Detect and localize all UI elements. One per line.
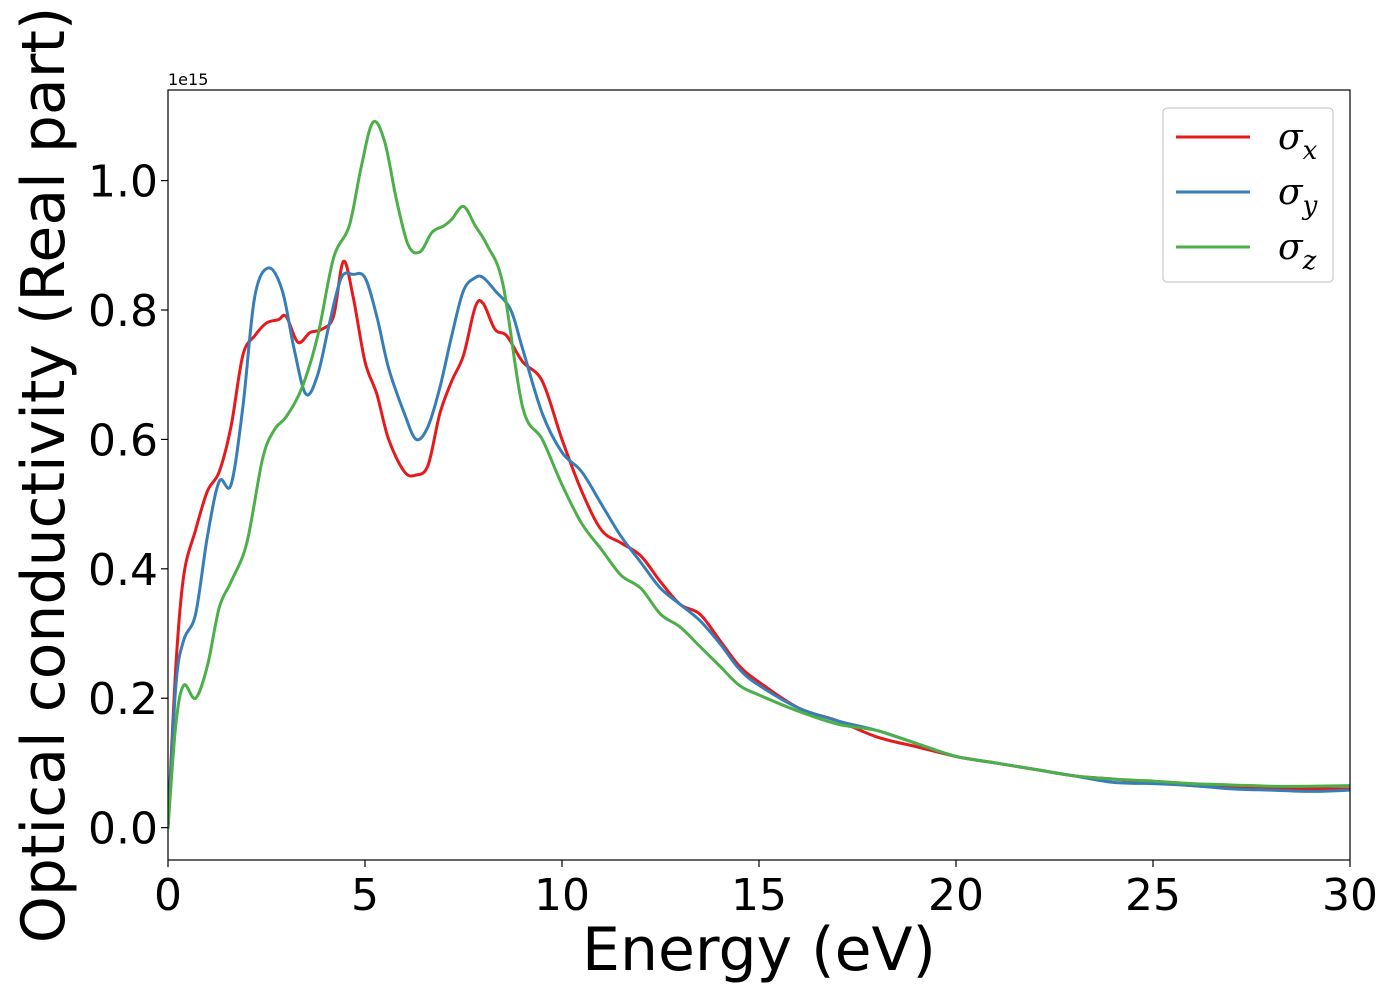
y-tick-label: 0.0 <box>88 804 158 855</box>
legend: σx σy σz <box>1162 107 1334 283</box>
x-tick-label: 5 <box>351 870 379 921</box>
series-layer <box>168 119 1350 830</box>
y-axis-label: Optical conductivity (Real part) <box>9 7 79 944</box>
x-axis-ticks: 0 5 10 15 20 25 30 <box>154 860 1378 921</box>
x-tick-label: 20 <box>928 870 984 921</box>
y-tick-label: 0.6 <box>88 415 158 466</box>
x-tick-label: 15 <box>731 870 787 921</box>
x-tick-label: 0 <box>154 870 182 921</box>
series-line-z <box>168 119 1350 830</box>
x-axis-label: Energy (eV) <box>582 915 936 985</box>
y-tick-label: 0.4 <box>88 545 158 596</box>
x-tick-label: 30 <box>1322 870 1378 921</box>
legend-label-z: σz <box>1278 227 1317 276</box>
y-axis-ticks: 0.0 0.2 0.4 0.6 0.8 1.0 <box>88 157 168 855</box>
legend-box <box>1162 107 1334 283</box>
x-tick-label: 25 <box>1125 870 1181 921</box>
y-axis-offset-label: 1e15 <box>168 70 208 89</box>
y-tick-label: 1.0 <box>88 157 158 208</box>
y-tick-label: 0.8 <box>88 286 158 337</box>
y-tick-label: 0.2 <box>88 674 158 725</box>
legend-label-y: σy <box>1278 172 1318 221</box>
legend-label-x: σx <box>1278 117 1318 166</box>
x-tick-label: 10 <box>534 870 590 921</box>
